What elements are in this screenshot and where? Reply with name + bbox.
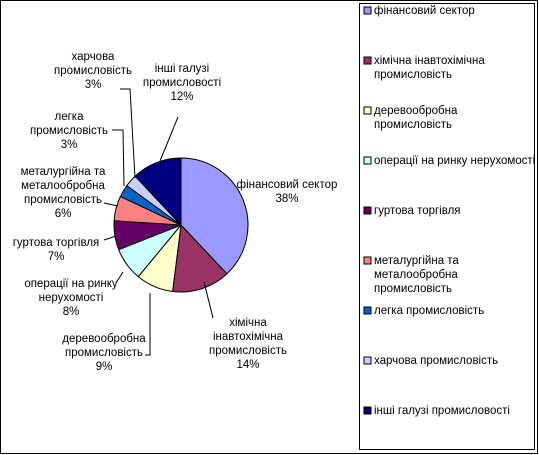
legend-entry-line: харчова промисловість [374, 355, 498, 367]
legend-entry: інші галузі промисловості [374, 405, 510, 417]
slice-value-label: 9% [96, 361, 113, 373]
leader-line [159, 116, 179, 162]
legend: фінансовий сектор хімічна інавтохімічна пр… [363, 5, 535, 417]
legend-entry-line: фінансовий сектор [374, 5, 475, 17]
slice-label-line: хімічна [229, 317, 267, 329]
slice-value-label: 6% [55, 208, 72, 220]
slice-label-line: інавтохімічна [213, 331, 284, 343]
legend-entry: деревообробна промисловість [374, 105, 458, 131]
leader-lines [103, 88, 214, 356]
slice-label-line: промисловість [24, 194, 102, 206]
legend-swatch [363, 56, 372, 65]
legend-entry-line: хімічна інавтохімічна [374, 55, 485, 67]
legend-entry-line: операції на ринку нерухомості [374, 155, 535, 167]
legend-entry-line: легка промисловість [374, 305, 484, 317]
slice-value-label: 38% [275, 193, 298, 205]
legend-entry-line: промисловість [374, 283, 452, 295]
slice-label-line: промисловості [143, 77, 221, 89]
slice-label: хімічна інавтохімічна промисловість 14% [209, 317, 287, 371]
slice-label-line: інші галузі [155, 63, 210, 75]
legend-swatch [363, 156, 372, 165]
slice-label-line: фінансовий сектор [237, 179, 338, 191]
slice-label-line: харчова [72, 51, 116, 63]
slice-label-line: металообробна [21, 180, 105, 192]
slice-label: інші галузі промисловості 12% [143, 63, 221, 103]
slice-label-line: металургійна та [21, 166, 106, 178]
leader-line [103, 235, 117, 241]
leader-line [203, 281, 214, 319]
legend-entry: фінансовий сектор [374, 5, 475, 17]
slice-value-label: 14% [236, 359, 259, 371]
slice-label: металургійна та металообробна промисловіст… [21, 166, 106, 220]
slice-label-line: промисловість [30, 125, 108, 137]
legend-entry-line: гуртова торгівля [374, 205, 461, 217]
slice-label: харчова промисловість 3% [54, 51, 132, 91]
slice-value-label: 3% [61, 139, 78, 151]
legend-swatch [363, 356, 372, 365]
legend-entry-line: промисловість [374, 69, 452, 81]
slice-label-line: промисловість [65, 347, 143, 359]
slice-label: операції на ринку нерухомості 8% [24, 278, 118, 318]
legend-entry: хімічна інавтохімічна промисловість [374, 55, 485, 81]
legend-entry-line: деревообробна [374, 105, 458, 117]
pie-slice [180, 157, 249, 275]
slice-label: легка промисловість 3% [30, 111, 108, 151]
legend-entry-line: інші галузі промисловості [374, 405, 510, 417]
slice-value-label: 7% [48, 251, 65, 263]
leader-line [115, 271, 124, 284]
slice-label: гуртова торгівля 7% [13, 237, 100, 263]
legend-entry: легка промисловість [374, 305, 484, 317]
legend-entry: гуртова торгівля [374, 205, 461, 217]
slice-label-line: нерухомості [39, 292, 104, 304]
legend-box [359, 3, 535, 450]
slice-value-label: 12% [170, 91, 193, 103]
legend-swatch [363, 6, 372, 15]
slice-label-line: промисловість [209, 345, 287, 357]
legend-swatch [363, 256, 372, 265]
legend-swatch [363, 406, 372, 415]
legend-entry: операції на ринку нерухомості [374, 155, 535, 167]
slice-value-label: 8% [63, 306, 80, 318]
leader-line [120, 88, 136, 179]
slice-label: деревообробна промисловість 9% [62, 333, 146, 373]
slice-label-line: деревообробна [62, 333, 146, 345]
legend-entry: харчова промисловість [374, 355, 498, 367]
leader-line [145, 293, 151, 356]
legend-entry: металургійна та металообробна промисловіст… [374, 255, 459, 295]
legend-swatch [363, 306, 372, 315]
pie-slice [172, 223, 228, 293]
legend-entry-line: металургійна та [374, 255, 459, 267]
pie-slices [113, 157, 249, 293]
slice-label-line: легка [55, 111, 85, 123]
legend-swatch [363, 106, 372, 115]
leader-line [103, 202, 119, 207]
legend-entry-line: промисловість [374, 119, 452, 131]
slice-labels: фінансовий сектор 38% хімічна інавтохімічна… [13, 51, 338, 373]
slice-label-line: операції на ринку [24, 278, 118, 290]
slice-label-line: промисловість [54, 65, 132, 77]
leader-line [112, 129, 125, 187]
slice-value-label: 3% [85, 79, 102, 91]
legend-swatch [363, 206, 372, 215]
legend-entry-line: металообробна [374, 269, 458, 281]
slice-label: фінансовий сектор 38% [237, 179, 338, 205]
slice-label-line: гуртова торгівля [13, 237, 100, 249]
